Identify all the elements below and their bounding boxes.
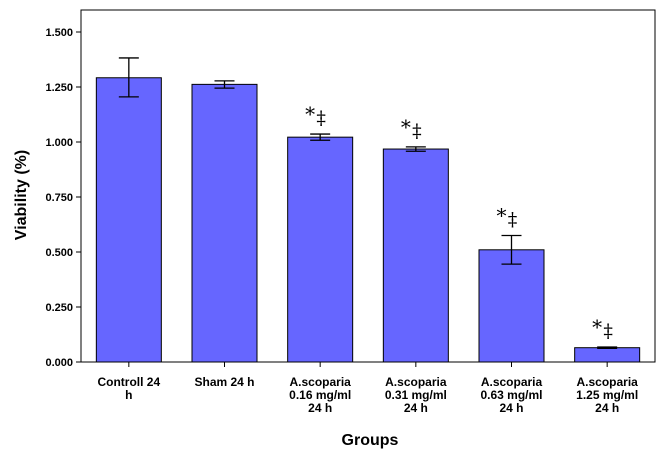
x-tick-label: A.scoparia 0.16 mg/ml 24 h xyxy=(289,375,351,415)
x-tick-label: A.scoparia 1.25 mg/ml 24 h xyxy=(576,375,638,415)
x-tick-label-line: A.scoparia xyxy=(289,375,351,389)
x-tick-label-line: Controll 24 xyxy=(97,375,160,389)
x-tick-label-line: A.scoparia xyxy=(385,375,447,389)
y-tick-label: 0.500 xyxy=(45,247,73,259)
y-tick-label: 1.000 xyxy=(45,137,73,149)
x-tick-label-line: A.scoparia xyxy=(576,375,638,389)
bar xyxy=(191,83,258,363)
x-tick-label-line: 1.25 mg/ml xyxy=(576,388,638,402)
x-tick-label: Controll 24 h xyxy=(97,375,160,402)
bar xyxy=(382,148,449,363)
asterisk-annotation: * xyxy=(305,102,315,126)
bar xyxy=(574,347,641,363)
x-tick-label: Sham 24 h xyxy=(194,375,254,389)
x-tick-label-line: 0.16 mg/ml xyxy=(289,388,351,402)
bar xyxy=(287,136,354,363)
asterisk-annotation: * xyxy=(401,115,411,139)
x-tick-label-line: Sham 24 h xyxy=(194,375,254,389)
double-dagger-annotation: ‡ xyxy=(508,209,518,231)
bars xyxy=(95,77,641,363)
asterisk-annotation: * xyxy=(497,204,507,228)
x-tick-label-line: 0.31 mg/ml xyxy=(385,388,447,402)
significance-annotations: * ‡ * ‡* ‡* ‡ xyxy=(305,102,613,342)
x-tick-label-line: 24 h xyxy=(595,401,619,415)
double-dagger-annotation: ‡ xyxy=(412,120,422,142)
y-axis: 0.000 0.250 0.500 0.750 1.000 1.250 1.500 xyxy=(45,9,656,369)
y-tick-label: 0.250 xyxy=(45,302,73,314)
x-tick-label-line: h xyxy=(125,388,132,402)
x-axis-title: Groups xyxy=(342,432,399,449)
y-tick-label: 1.500 xyxy=(45,27,73,39)
y-tick-label: 0.750 xyxy=(45,192,73,204)
x-tick-label: A.scoparia 0.31 mg/ml 24 h xyxy=(385,375,447,415)
plot-frame xyxy=(80,9,656,363)
x-tick-label-line: 24 h xyxy=(308,401,332,415)
x-tick-label-line: 0.63 mg/ml xyxy=(480,388,542,402)
y-tick-label: 1.250 xyxy=(45,82,73,94)
y-tick-label: 0.000 xyxy=(45,357,73,369)
bar xyxy=(95,77,162,363)
x-tick-label: A.scoparia 0.63 mg/ml 24 h xyxy=(480,375,542,415)
bar xyxy=(478,249,545,363)
asterisk-annotation: * xyxy=(592,315,602,339)
x-tick-label-line: 24 h xyxy=(499,401,523,415)
x-tick-label-line: 24 h xyxy=(404,401,428,415)
double-dagger-annotation: ‡ xyxy=(316,107,326,129)
error-bars xyxy=(118,57,618,350)
x-tick-label-line: A.scoparia xyxy=(481,375,543,389)
double-dagger-annotation: ‡ xyxy=(603,320,613,342)
y-axis-title: Viability (%) xyxy=(13,150,30,240)
